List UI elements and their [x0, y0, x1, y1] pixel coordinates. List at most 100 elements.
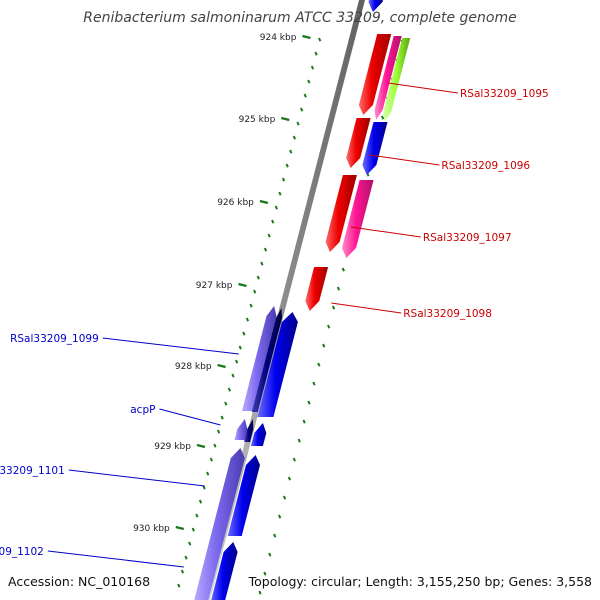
gc-tick-outer	[322, 343, 326, 348]
gc-tick-inner	[271, 219, 275, 224]
reverse-gene-label: RSal33209_1099	[10, 333, 99, 345]
reverse-gene-leader	[68, 469, 205, 487]
gc-tick-inner	[318, 37, 322, 42]
reverse-gene-label: RSal33209_1102	[0, 546, 44, 558]
scale-tick	[196, 443, 206, 449]
gc-tick-inner	[231, 373, 235, 378]
reverse-gene-leader	[159, 408, 221, 426]
gc-tick-inner	[238, 345, 242, 350]
gene-blue	[227, 455, 260, 536]
gc-tick-outer	[327, 324, 331, 329]
forward-gene-leader	[369, 154, 440, 166]
gene-blue	[250, 423, 267, 446]
gc-tick-inner	[202, 485, 206, 490]
gene-purple	[194, 448, 245, 600]
gene-purple	[234, 419, 248, 440]
gene-red	[305, 267, 329, 311]
gc-tick-inner	[242, 331, 246, 336]
gene-lime	[383, 38, 411, 122]
gc-tick-inner	[235, 359, 239, 364]
gc-tick-inner	[177, 583, 181, 588]
gc-tick-outer	[268, 552, 272, 557]
accession-text: Accession: NC_010168	[8, 574, 150, 589]
gene-track	[194, 0, 411, 600]
gc-tick-inner	[303, 93, 307, 98]
gc-tick-outer	[312, 381, 316, 386]
scale-tick	[175, 525, 185, 531]
gc-tick-inner	[285, 163, 289, 168]
gene-purple	[242, 306, 277, 411]
forward-gene-label: RSal33209_1095	[460, 88, 549, 100]
gene-blue	[211, 542, 238, 600]
gc-tick-inner	[220, 415, 224, 420]
map-title: Renibacterium salmoninarum ATCC 33209, c…	[83, 10, 516, 26]
gc-tick-inner	[281, 177, 286, 182]
gc-tick-inner	[227, 387, 232, 392]
gc-tick-outer	[380, 115, 385, 120]
reverse-gene-leader	[47, 550, 184, 568]
gc-tick-inner	[188, 541, 192, 546]
scale-tick	[259, 199, 269, 205]
gene-red	[325, 175, 357, 252]
gc-tick-outer	[287, 476, 292, 481]
gc-tick-inner	[260, 261, 264, 266]
gc-tick-inner	[289, 149, 293, 154]
gc-tick-inner	[249, 303, 253, 308]
gc-tick-inner	[296, 121, 300, 126]
gc-tick-outer	[292, 457, 296, 462]
gc-tick-inner	[216, 429, 221, 434]
gc-tick-inner	[263, 247, 268, 252]
gc-tick-inner	[274, 205, 278, 210]
gc-tick-outer	[341, 267, 345, 272]
gc-tick-inner	[206, 471, 210, 476]
gene-red	[358, 34, 392, 115]
gc-tick-inner	[245, 317, 250, 322]
gc-tick-inner	[253, 289, 257, 294]
reverse-gene-label: acpP	[130, 404, 155, 416]
gene-pink	[342, 180, 374, 258]
scale-tick	[302, 34, 311, 40]
gene-pink	[374, 36, 402, 120]
reverse-gene-label: RSal33209_1101	[0, 465, 65, 477]
gc-tick-outer	[302, 419, 306, 424]
gc-tick-inner	[256, 275, 260, 280]
gc-tick-outer	[263, 571, 267, 576]
gene-navy	[244, 419, 254, 442]
forward-gene-leader	[331, 302, 402, 314]
forward-gene-label: RSal33209_1096	[441, 160, 530, 172]
gc-tick-inner	[209, 457, 213, 462]
gc-tick-inner	[224, 401, 228, 406]
gc-tick-inner	[314, 51, 318, 56]
scale-tick-label: 929 kbp	[154, 442, 191, 452]
gc-tick-inner	[310, 65, 315, 70]
reverse-gene-leader	[102, 337, 239, 355]
forward-gene-label: RSal33209_1098	[403, 308, 492, 320]
gc-tick-inner	[195, 513, 199, 518]
gc-tick-inner	[267, 233, 271, 238]
scale-tick-label: 926 kbp	[217, 198, 254, 208]
gene-top-marker	[368, 0, 383, 12]
scale-tick-label: 927 kbp	[196, 281, 233, 291]
scale-tick-label: 925 kbp	[239, 115, 276, 125]
forward-gene-label: RSal33209_1097	[423, 232, 512, 244]
gene-navy	[251, 308, 282, 412]
scale-tick	[238, 282, 247, 288]
gc-tick-inner	[180, 569, 185, 574]
scale-tick-label: 930 kbp	[133, 524, 170, 534]
gc-tick-outer	[307, 400, 311, 405]
gc-tick-outer	[278, 514, 282, 519]
gene-blue	[257, 312, 298, 417]
gene-red	[346, 118, 371, 168]
gene-blue	[362, 122, 388, 175]
gc-tick-inner	[300, 107, 304, 112]
scale-tick	[281, 116, 290, 122]
gc-tick-outer	[331, 305, 336, 310]
gc-tick-inner	[213, 443, 217, 448]
gc-tick-outer	[297, 438, 301, 443]
gc-tick-inner	[292, 135, 297, 140]
backbone-ring	[204, 0, 365, 600]
gc-tick-outer	[336, 286, 341, 291]
gc-tick-inner	[184, 555, 188, 560]
gc-tick-outer	[282, 495, 287, 500]
